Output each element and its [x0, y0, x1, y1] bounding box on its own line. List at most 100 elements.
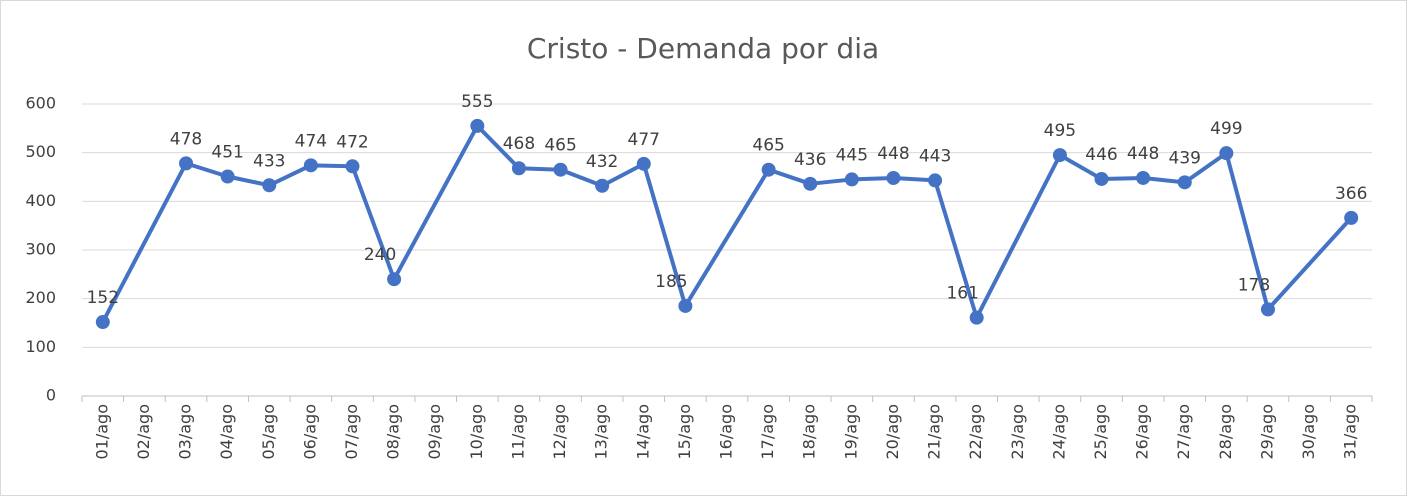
marker: [1260, 302, 1275, 317]
line-segment: [1058, 153, 1103, 181]
data-label: 443: [919, 146, 951, 166]
marker: [95, 315, 110, 330]
data-label: 436: [794, 150, 826, 170]
x-tick-label: 16/ago: [717, 404, 736, 460]
x-tick-label: 10/ago: [467, 404, 486, 460]
x-tick-label: 23/ago: [1008, 404, 1027, 460]
data-label: 448: [1127, 144, 1159, 164]
x-tick-label: 09/ago: [425, 404, 444, 460]
x-tick-label: 24/ago: [1049, 404, 1068, 460]
x-tick-label: 21/ago: [925, 404, 944, 460]
marker: [220, 169, 235, 184]
x-tick-label: 01/ago: [92, 404, 111, 460]
line-segment: [392, 124, 480, 281]
y-tick-label: 400: [25, 191, 56, 210]
line-segment: [1183, 151, 1228, 184]
marker: [179, 156, 194, 171]
data-label: 465: [752, 136, 784, 156]
y-tick-label: 0: [46, 386, 56, 405]
x-tick-label: 18/ago: [800, 404, 819, 460]
data-label: 448: [877, 144, 909, 164]
data-label: 433: [253, 151, 285, 171]
y-tick-label: 600: [25, 94, 56, 113]
marker: [844, 172, 859, 187]
marker: [803, 176, 818, 191]
marker: [969, 310, 984, 325]
x-tick-label: 14/ago: [633, 404, 652, 460]
marker: [1094, 171, 1109, 186]
data-label: 240: [364, 245, 396, 265]
marker: [1219, 146, 1234, 161]
data-label: 472: [336, 132, 368, 152]
line-segment: [227, 174, 270, 188]
marker: [345, 159, 360, 174]
data-label: 185: [655, 272, 687, 292]
chart-title: Cristo - Demanda por dia: [527, 32, 879, 65]
x-tick-label: 13/ago: [592, 404, 611, 460]
data-label: 161: [946, 284, 978, 304]
data-label: 465: [544, 136, 576, 156]
line-segment: [767, 167, 811, 186]
marker: [303, 158, 318, 173]
data-label: 446: [1085, 145, 1117, 165]
x-tick-label: 28/ago: [1216, 404, 1235, 460]
data-label: 499: [1210, 119, 1242, 139]
data-label: 152: [87, 288, 119, 308]
x-tick-label: 20/ago: [883, 404, 902, 460]
data-label: 432: [586, 152, 618, 172]
data-label: 468: [503, 134, 535, 154]
marker: [553, 162, 568, 177]
data-label: 555: [461, 92, 493, 112]
line-segment: [601, 162, 645, 188]
x-tick-label: 05/ago: [259, 404, 278, 460]
line-segment: [1224, 152, 1270, 310]
marker: [511, 161, 526, 176]
y-tick-label: 500: [25, 142, 56, 161]
x-tick-label: 27/ago: [1174, 404, 1193, 460]
marker: [761, 162, 776, 177]
marker: [387, 272, 402, 287]
marker: [886, 170, 901, 185]
marker: [636, 156, 651, 171]
data-label: 445: [836, 145, 868, 165]
line-segment: [185, 161, 229, 179]
x-tick-label: 19/ago: [841, 404, 860, 460]
data-label: 451: [211, 143, 243, 163]
data-label: 495: [1044, 121, 1076, 141]
x-tick-label: 12/ago: [550, 404, 569, 460]
marker: [262, 178, 277, 193]
x-tick-label: 15/ago: [675, 404, 694, 460]
data-label: 439: [1169, 148, 1201, 168]
y-tick-label: 200: [25, 288, 56, 307]
marker: [595, 178, 610, 193]
marker: [470, 118, 485, 133]
marker: [1052, 148, 1067, 163]
y-tick-label: 100: [25, 337, 56, 356]
line-segment: [641, 163, 688, 307]
line-segment: [350, 165, 396, 280]
x-tick-label: 11/ago: [508, 404, 527, 460]
line-segment: [1266, 216, 1353, 311]
x-tick-label: 02/ago: [134, 404, 153, 460]
data-label: 478: [170, 129, 202, 149]
x-tick-label: 04/ago: [217, 404, 236, 460]
marker: [1344, 210, 1359, 225]
x-tick-label: 03/ago: [176, 404, 195, 460]
y-tick-label: 300: [25, 240, 56, 259]
data-label: 178: [1238, 275, 1270, 295]
x-tick-label: 26/ago: [1133, 404, 1152, 460]
data-label: 474: [295, 131, 327, 151]
marker: [678, 298, 693, 313]
x-tick-label: 07/ago: [342, 404, 361, 460]
line-segment: [933, 179, 979, 319]
x-tick-label: 17/ago: [758, 404, 777, 460]
x-tick-label: 08/ago: [384, 404, 403, 460]
x-tick-label: 25/ago: [1091, 404, 1110, 460]
marker: [1136, 170, 1151, 185]
x-tick-label: 22/ago: [966, 404, 985, 460]
line-segment: [475, 124, 521, 170]
x-tick-label: 30/ago: [1299, 404, 1318, 460]
line-segment: [683, 168, 771, 308]
line-segment: [268, 163, 312, 188]
